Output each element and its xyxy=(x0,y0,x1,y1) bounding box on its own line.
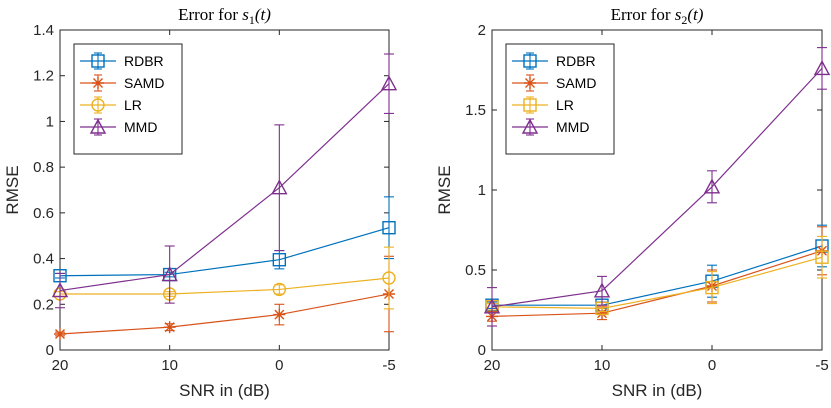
series-line xyxy=(59,83,390,292)
legend-label: MMD xyxy=(556,119,589,135)
legend-label: RDBR xyxy=(556,53,596,69)
series-line xyxy=(491,250,823,317)
series-line xyxy=(59,227,390,277)
data-point xyxy=(163,321,176,334)
series-line xyxy=(491,67,823,308)
legend: RDBR SAMD LR MMD xyxy=(73,43,183,155)
legend-marker xyxy=(91,54,105,68)
legend-marker xyxy=(524,77,536,89)
y-tick-label: 1.2 xyxy=(33,68,54,85)
y-tick-label: 0.8 xyxy=(33,159,54,176)
y-tick-label: 2 xyxy=(478,22,486,39)
y-tick-label: 0 xyxy=(46,342,54,359)
data-point xyxy=(380,75,398,91)
x-tick-label: 10 xyxy=(161,357,178,374)
x-tick-label: 0 xyxy=(708,357,716,374)
chart-title-prefix: Error for xyxy=(178,5,242,24)
series-line xyxy=(492,245,823,306)
chart-title: Error for s1(t) xyxy=(178,5,271,27)
y-tick-label: 0.6 xyxy=(33,205,54,222)
data-point xyxy=(705,280,719,295)
chart-panel-1: 0 0.2 0.4 0.6 0.8 1 1.2 1.4 20 10 0 -5 SNR in (dB) RM… xyxy=(3,5,398,400)
legend-marker xyxy=(523,98,537,112)
chart-title-subscript: 1 xyxy=(249,13,255,27)
y-axis-label: RMSE xyxy=(435,165,454,214)
y-tick-label: 0.2 xyxy=(33,296,54,313)
series-lr xyxy=(485,235,829,316)
legend-label: MMD xyxy=(124,119,157,135)
y-tick-label: 0 xyxy=(478,342,486,359)
chart-panel-2: 0 0.5 1 1.5 2 20 10 0 -5 SNR in (dB) RMSE Error for… xyxy=(435,5,831,400)
chart-title-suffix: (t) xyxy=(687,5,703,24)
data-point xyxy=(703,178,721,194)
legend-label: SAMD xyxy=(124,75,164,91)
data-point xyxy=(382,271,396,285)
legend-marker xyxy=(91,98,105,112)
legend-marker xyxy=(89,118,107,134)
data-point xyxy=(382,221,396,235)
legend-label: LR xyxy=(556,97,574,113)
x-axis-label: SNR in (dB) xyxy=(612,381,703,400)
series-line xyxy=(59,293,390,335)
series-line xyxy=(491,256,823,310)
legend: RDBR SAMD LR MMD xyxy=(505,43,615,155)
legend-label: RDBR xyxy=(124,53,164,69)
data-point xyxy=(483,298,501,314)
y-tick-label: 1.5 xyxy=(465,102,486,119)
legend-label: LR xyxy=(124,97,142,113)
chart-title-prefix: Error for xyxy=(611,5,675,24)
chart-title-subscript: 2 xyxy=(681,13,687,27)
series-mmd xyxy=(483,47,831,327)
x-tick-label: -5 xyxy=(815,357,828,374)
data-point xyxy=(271,179,288,195)
x-tick-label: 0 xyxy=(275,357,283,374)
data-point xyxy=(54,328,66,340)
legend-label: SAMD xyxy=(556,75,596,91)
data-point xyxy=(51,282,69,298)
data-point xyxy=(272,253,287,267)
y-tick-label: 0.5 xyxy=(465,262,486,279)
series-mmd xyxy=(51,53,398,309)
chart-title: Error for s2(t) xyxy=(611,5,704,27)
y-tick-label: 1 xyxy=(478,182,486,199)
data-point xyxy=(161,266,178,282)
x-tick-label: 20 xyxy=(484,357,501,374)
y-tick-label: 1 xyxy=(46,113,54,130)
x-tick-label: 10 xyxy=(594,357,611,374)
x-tick-label: 20 xyxy=(52,357,69,374)
series-line xyxy=(60,277,390,295)
data-point xyxy=(596,307,608,320)
data-point xyxy=(593,282,611,298)
y-tick-label: 0.4 xyxy=(33,251,54,268)
x-tick-label: -5 xyxy=(382,357,395,374)
legend-marker xyxy=(521,118,539,134)
chart-title-suffix: (t) xyxy=(255,5,271,24)
data-point xyxy=(815,250,829,264)
legend-marker xyxy=(92,77,104,89)
data-point xyxy=(272,282,287,297)
y-tick-label: 1.4 xyxy=(33,22,54,39)
chart-title-variable: s xyxy=(675,5,682,24)
legend-marker xyxy=(523,54,537,68)
y-axis-label: RMSE xyxy=(3,165,22,214)
chart-title-variable: s xyxy=(242,5,249,24)
data-point xyxy=(813,59,831,76)
x-axis-label: SNR in (dB) xyxy=(179,381,270,400)
data-point xyxy=(273,308,286,321)
